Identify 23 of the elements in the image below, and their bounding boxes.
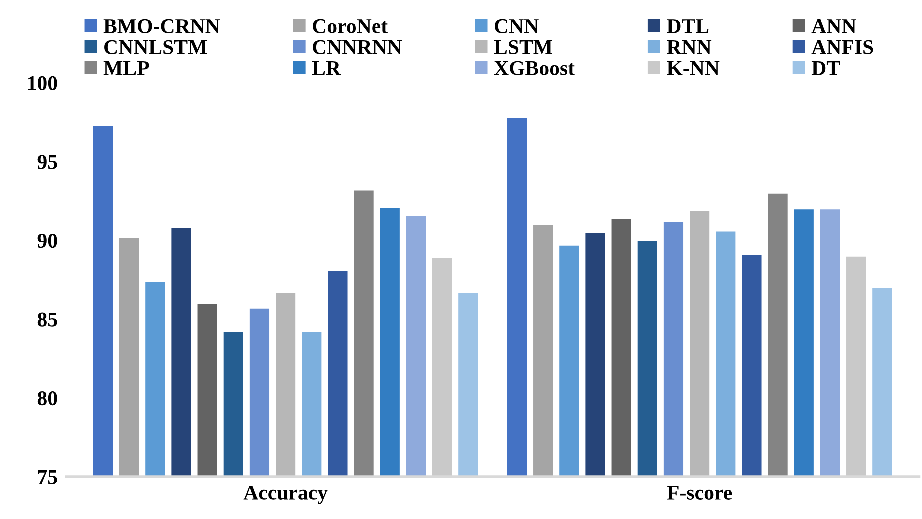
legend-label: CNN: [495, 19, 539, 34]
legend-label: DT: [812, 62, 840, 76]
legend-label: RNN: [667, 40, 712, 54]
legend-label: BMO-CRNN: [104, 19, 220, 34]
legend-label: CoroNet: [313, 19, 388, 34]
legend-label: CNNLSTM: [104, 40, 208, 54]
legend-label: DTL: [667, 20, 709, 34]
y-tick-label: 80: [38, 392, 58, 406]
legend-label: XGBoost: [494, 61, 575, 76]
legend-label: ANN: [812, 19, 856, 34]
y-tick-label: 100: [28, 76, 58, 90]
x-tick-label: Accuracy: [244, 486, 328, 504]
legend-label: ANFIS: [812, 40, 874, 54]
y-tick-label: 95: [38, 155, 58, 170]
y-tick-label: 75: [38, 470, 58, 484]
legend-label: CNNRNN: [313, 40, 402, 54]
y-tick-label: 85: [38, 312, 58, 327]
y-tick-label: 90: [38, 234, 58, 248]
legend-label: LR: [312, 62, 342, 76]
legend-label: MLP: [104, 62, 150, 76]
legend-label: LSTM: [494, 40, 552, 54]
legend-label: K-NN: [667, 62, 720, 76]
x-tick-label: F-score: [667, 486, 732, 500]
